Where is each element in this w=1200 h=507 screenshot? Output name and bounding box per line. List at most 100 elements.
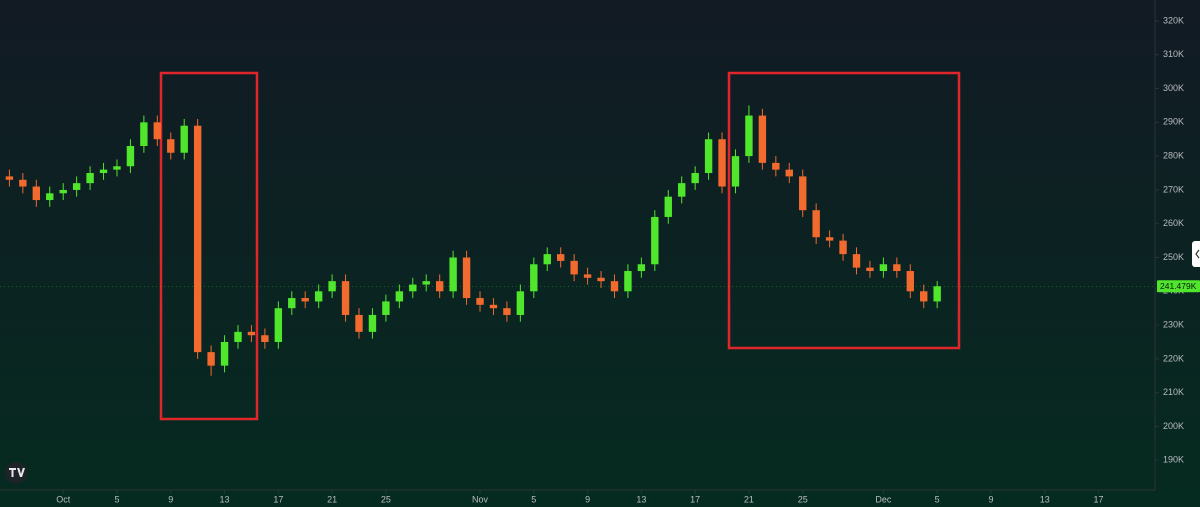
candle-body xyxy=(422,281,430,285)
candle-body xyxy=(637,264,646,272)
candle-body xyxy=(745,115,753,157)
x-tick-label: 21 xyxy=(744,494,754,504)
candle-body xyxy=(314,291,323,302)
candle-body xyxy=(933,286,941,302)
y-tick-label: 230K xyxy=(1163,319,1184,329)
candle-body xyxy=(852,254,861,268)
y-tick-label: 310K xyxy=(1163,49,1184,59)
candle-body xyxy=(220,341,229,366)
candle-body xyxy=(274,308,283,342)
candle-body xyxy=(839,240,847,255)
y-tick-label: 270K xyxy=(1163,184,1184,194)
scroll-button[interactable] xyxy=(1192,241,1200,267)
y-tick-label: 320K xyxy=(1163,15,1184,25)
candle-body xyxy=(624,271,632,292)
logo xyxy=(5,462,27,484)
candle-body xyxy=(19,179,27,187)
candle-body xyxy=(409,284,417,292)
candle-body xyxy=(355,314,363,332)
candle-body xyxy=(234,331,242,342)
candle-body xyxy=(261,335,269,342)
x-tick-label: 9 xyxy=(585,494,590,504)
y-tick-label: 190K xyxy=(1163,455,1184,465)
candle-body xyxy=(664,196,672,217)
candle-body xyxy=(32,186,41,201)
candle-body xyxy=(597,277,605,282)
candle-body xyxy=(207,352,215,366)
candle-body xyxy=(772,162,780,170)
candle-body xyxy=(341,281,350,315)
candle-body xyxy=(113,166,121,170)
candle-body xyxy=(288,298,296,309)
x-tick-label: 13 xyxy=(636,494,646,504)
x-tick-label: 5 xyxy=(935,494,940,504)
candle-body xyxy=(718,139,726,187)
x-tick-label: Oct xyxy=(56,494,71,504)
candle-body xyxy=(530,264,538,292)
candle-body xyxy=(167,139,175,153)
x-tick-label: 5 xyxy=(114,494,119,504)
candle-body xyxy=(301,298,309,302)
candles xyxy=(5,105,941,376)
candle-body xyxy=(825,237,834,241)
x-tick-label: 21 xyxy=(327,494,337,504)
candle-body xyxy=(583,274,592,278)
x-tick-label: Dec xyxy=(875,494,892,504)
current-price-box xyxy=(1157,280,1200,293)
x-tick-label: 17 xyxy=(1094,494,1104,504)
y-tick-label: 260K xyxy=(1163,218,1184,228)
candle-body xyxy=(503,308,511,315)
candle-body xyxy=(476,298,484,305)
highlight-box xyxy=(159,71,259,421)
candle-body xyxy=(449,257,457,292)
candle-body xyxy=(153,122,162,140)
x-tick-label: 13 xyxy=(1040,494,1050,504)
candle-body xyxy=(99,169,108,174)
x-tick-label: Nov xyxy=(472,494,489,504)
x-tick-label: 9 xyxy=(168,494,173,504)
candle-body xyxy=(920,291,928,302)
candle-body xyxy=(435,281,444,292)
y-tick-label: 220K xyxy=(1163,353,1184,363)
candle-body xyxy=(610,281,619,292)
y-tick-label: 200K xyxy=(1163,421,1184,431)
candle-body xyxy=(799,176,807,211)
candle-body xyxy=(180,125,188,153)
candle-body xyxy=(59,189,67,194)
candle-body xyxy=(247,331,256,336)
candle-body xyxy=(368,314,377,332)
candle-body xyxy=(678,183,686,197)
x-tick-label: 25 xyxy=(798,494,808,504)
candle-body xyxy=(193,125,202,353)
current-price-label: 241.479K xyxy=(1160,281,1197,291)
candle-body xyxy=(785,169,793,177)
candle-body xyxy=(86,173,94,184)
candle-body xyxy=(556,254,565,261)
candle-body xyxy=(516,291,525,315)
candle-body xyxy=(126,145,135,167)
y-tick-label: 210K xyxy=(1163,387,1184,397)
y-tick-label: 290K xyxy=(1163,117,1184,127)
candle-body xyxy=(906,271,914,292)
candle-body xyxy=(879,264,888,272)
x-tick-label: 5 xyxy=(531,494,536,504)
y-tick-label: 300K xyxy=(1163,83,1184,93)
candle-body xyxy=(704,139,713,174)
x-tick-label: 17 xyxy=(273,494,283,504)
candle-body xyxy=(140,122,148,146)
candle-body xyxy=(382,301,390,315)
x-tick-label: 25 xyxy=(381,494,391,504)
x-tick-label: 9 xyxy=(988,494,993,504)
candle-body xyxy=(731,156,740,187)
candle-body xyxy=(651,216,659,265)
highlight-box xyxy=(727,71,961,350)
candle-body xyxy=(893,264,901,272)
candle-body xyxy=(543,254,551,265)
y-tick-label: 280K xyxy=(1163,150,1184,160)
candle-body xyxy=(395,291,404,302)
x-tick-label: 13 xyxy=(220,494,230,504)
x-tick-label: 17 xyxy=(690,494,700,504)
candle-body xyxy=(758,115,767,163)
